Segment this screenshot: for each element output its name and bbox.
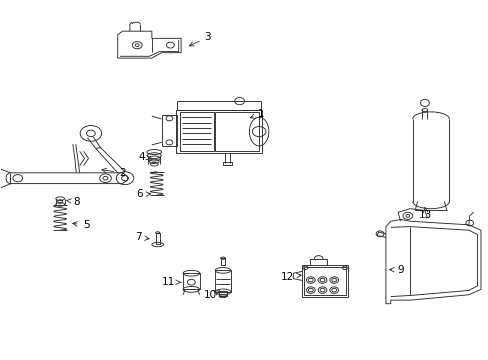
Bar <box>302 265 347 297</box>
Bar <box>180 112 214 150</box>
Text: 13: 13 <box>418 207 431 220</box>
Text: 2: 2 <box>102 168 125 178</box>
Text: 9: 9 <box>389 265 403 275</box>
Bar <box>221 258 224 265</box>
Text: 5: 5 <box>73 220 89 230</box>
Bar <box>223 162 231 165</box>
Bar <box>215 112 259 151</box>
Bar <box>304 267 346 295</box>
Bar <box>177 101 260 110</box>
Bar <box>219 291 226 296</box>
Bar <box>156 233 159 244</box>
Text: 7: 7 <box>135 232 149 242</box>
Text: 1: 1 <box>250 109 264 119</box>
Bar <box>215 270 230 292</box>
Text: 10: 10 <box>203 291 219 301</box>
Text: 12: 12 <box>280 272 301 282</box>
Text: 11: 11 <box>162 277 181 287</box>
Bar <box>183 273 199 289</box>
Text: 6: 6 <box>136 189 150 199</box>
Text: 3: 3 <box>189 32 211 46</box>
Bar <box>176 110 261 153</box>
Bar <box>161 116 177 146</box>
Text: 8: 8 <box>67 197 80 207</box>
Text: 4: 4 <box>139 152 151 162</box>
